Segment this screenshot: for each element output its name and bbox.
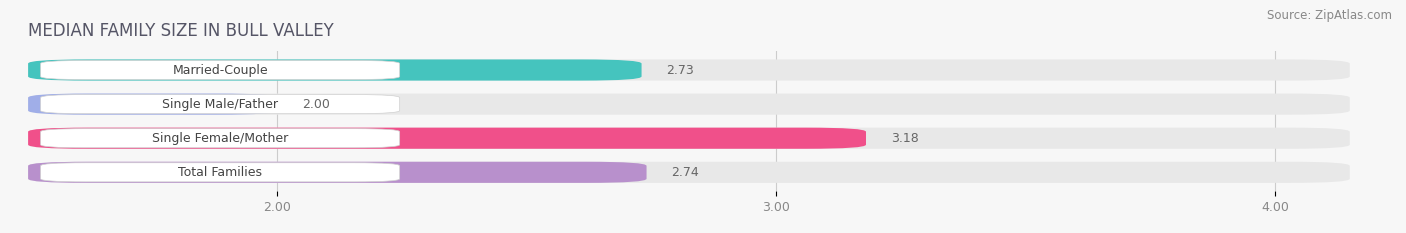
FancyBboxPatch shape (28, 128, 1350, 149)
FancyBboxPatch shape (28, 59, 1350, 81)
Text: 2.00: 2.00 (302, 98, 330, 111)
Text: 2.74: 2.74 (672, 166, 699, 179)
Text: 3.18: 3.18 (891, 132, 918, 145)
Text: Married-Couple: Married-Couple (173, 64, 269, 76)
FancyBboxPatch shape (28, 59, 641, 81)
FancyBboxPatch shape (28, 162, 647, 183)
FancyBboxPatch shape (41, 163, 399, 182)
FancyBboxPatch shape (28, 93, 1350, 115)
FancyBboxPatch shape (28, 162, 1350, 183)
Text: 2.73: 2.73 (666, 64, 695, 76)
Text: Single Male/Father: Single Male/Father (162, 98, 278, 111)
Text: Total Families: Total Families (179, 166, 262, 179)
Text: Single Female/Mother: Single Female/Mother (152, 132, 288, 145)
Text: Source: ZipAtlas.com: Source: ZipAtlas.com (1267, 9, 1392, 22)
FancyBboxPatch shape (41, 129, 399, 148)
FancyBboxPatch shape (28, 93, 277, 115)
Text: MEDIAN FAMILY SIZE IN BULL VALLEY: MEDIAN FAMILY SIZE IN BULL VALLEY (28, 22, 333, 40)
FancyBboxPatch shape (41, 95, 399, 114)
FancyBboxPatch shape (41, 61, 399, 79)
FancyBboxPatch shape (28, 128, 866, 149)
